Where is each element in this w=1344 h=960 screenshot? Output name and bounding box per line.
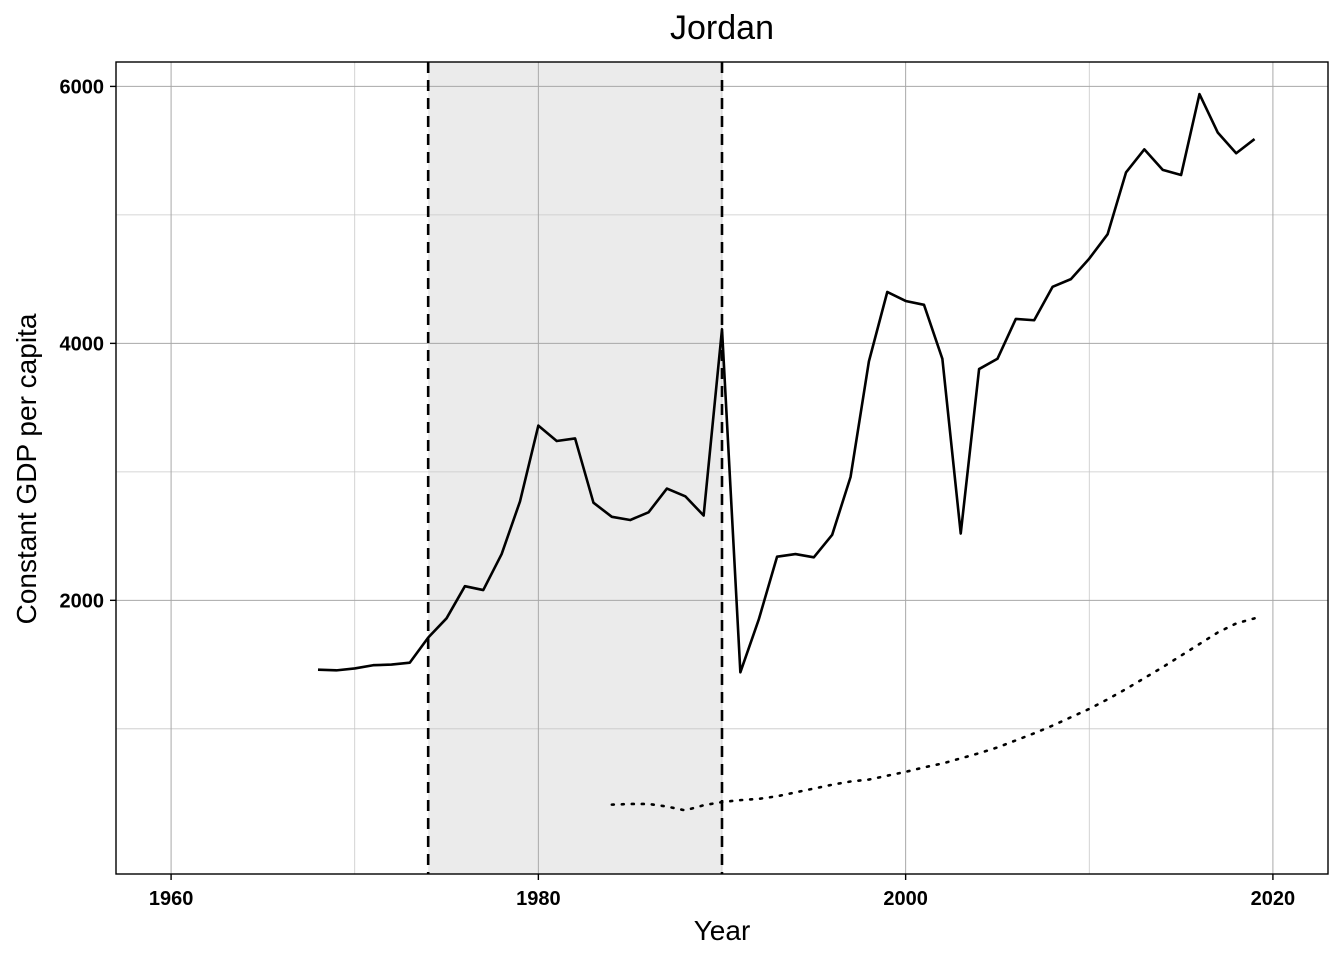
x-tick-label: 1980 <box>516 888 561 910</box>
x-tick-label: 1960 <box>149 888 194 910</box>
x-tick-label: 2000 <box>883 888 928 910</box>
plot-area: 1960 1980 2000 2020 2000 4000 6000 <box>60 61 1329 910</box>
y-tick-label: 2000 <box>60 590 105 612</box>
y-axis-title: Constant GDP per capita <box>11 313 42 624</box>
series-line-dotted <box>610 617 1256 812</box>
y-tick-label: 4000 <box>60 333 105 355</box>
x-tick-label: 2020 <box>1251 888 1296 910</box>
y-tick-label: 6000 <box>60 76 105 98</box>
x-axis-title: Year <box>694 915 751 946</box>
plot-border <box>115 61 1329 875</box>
shaded-period <box>428 62 722 874</box>
chart-title: Jordan <box>670 9 774 47</box>
series-line-solid <box>317 92 1256 674</box>
